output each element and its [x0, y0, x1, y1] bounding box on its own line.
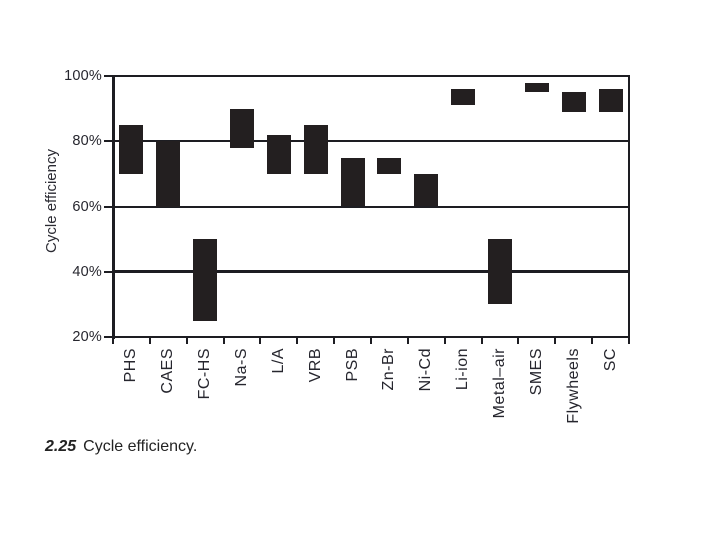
x-tick [148, 337, 151, 344]
gridline-60 [113, 205, 629, 208]
bar-smes [524, 82, 549, 93]
x-tick [222, 337, 225, 344]
x-tick [333, 337, 336, 344]
bar-metal-air [488, 239, 512, 305]
x-label-fc-hs: FC-HS [196, 348, 214, 400]
x-label-vrb: VRB [306, 348, 324, 383]
x-tick [370, 337, 372, 344]
x-label-l-a: L/A [269, 348, 287, 374]
x-label-ni-cd: Ni-Cd [417, 348, 435, 392]
x-label-na-s: Na-S [233, 348, 250, 387]
bar-fc-hs [193, 239, 218, 321]
y-tick-label-40: 40% [72, 263, 102, 280]
y-tick-40 [104, 270, 113, 273]
x-label-phs: PHS [122, 348, 140, 383]
bar-psb [340, 157, 365, 207]
y-tick-60 [104, 205, 113, 208]
x-label-sc: SC [601, 348, 619, 372]
plot-right-border [628, 75, 630, 338]
x-tick [628, 337, 630, 344]
bar-sc [598, 89, 623, 112]
figure-number: 2.25 [45, 438, 77, 455]
figure-caption-text: Cycle efficiency. [83, 438, 198, 455]
x-tick [259, 337, 262, 344]
bar-na-s [230, 108, 254, 148]
x-label-flywheels: Flywheels [564, 348, 582, 424]
bar-caes [156, 141, 181, 207]
plot-top-border-100pct [111, 75, 630, 77]
bar-flywheels [561, 92, 586, 112]
x-label-smes: SMES [527, 348, 545, 396]
x-tick [591, 337, 594, 344]
x-label-zn-br: Zn-Br [380, 348, 398, 391]
y-tick-label-100: 100% [64, 68, 102, 84]
x-tick [112, 337, 114, 344]
bar-zn-br [377, 157, 402, 174]
gridline-40 [113, 270, 629, 274]
y-tick-100 [104, 75, 113, 77]
x-tick [480, 337, 483, 344]
bar-vrb [303, 124, 328, 174]
y-tick-label-20: 20% [72, 329, 102, 345]
x-label-li-ion: Li-ion [454, 348, 472, 391]
bar-ni-cd [414, 173, 439, 207]
figure-caption: 2.25 Cycle efficiency. [45, 438, 197, 456]
y-tick-label-80: 80% [72, 133, 102, 150]
gridline-80 [113, 140, 629, 143]
x-tick [554, 337, 557, 344]
x-tick [443, 337, 446, 344]
x-tick [517, 337, 520, 344]
bar-l-a [266, 134, 291, 174]
x-tick [406, 337, 409, 344]
x-label-caes: CAES [159, 348, 177, 394]
x-tick [185, 337, 188, 344]
bar-li-ion [451, 89, 476, 106]
bar-phs [119, 124, 144, 174]
x-label-psb: PSB [343, 348, 361, 382]
y-tick-label-60: 60% [72, 198, 102, 215]
x-tick [296, 337, 299, 344]
y-tick-80 [104, 140, 113, 143]
x-label-metal-air: Metal–air [491, 348, 508, 419]
y-tick-20 [104, 336, 113, 338]
